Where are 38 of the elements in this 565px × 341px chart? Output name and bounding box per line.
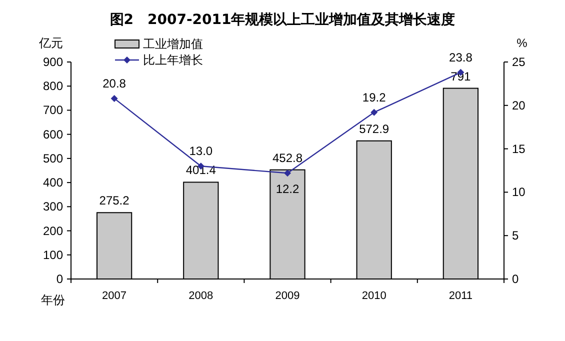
y2-tick-label: 20	[512, 98, 526, 112]
y-tick-label: 400	[42, 176, 64, 190]
x-tick-label: 2011	[448, 290, 473, 302]
y-tick-label: 0	[56, 272, 64, 286]
x-tick-label: 2007	[102, 290, 127, 302]
y2-tick-label: 5	[512, 228, 519, 243]
data-label: 452.8	[272, 150, 303, 165]
y-tick-label: 300	[42, 200, 64, 214]
y2-tick-label: 10	[512, 185, 526, 200]
y2-tick-label: 15	[512, 142, 526, 156]
data-label: 13.0	[189, 144, 213, 158]
y-tick-label: 900	[42, 55, 64, 69]
legend-label: 比上年增长	[143, 53, 203, 67]
y-tick-label: 100	[42, 248, 64, 262]
data-label: 275.2	[99, 194, 130, 208]
legend-label: 工业增加值	[143, 37, 203, 51]
point	[110, 94, 118, 102]
y2-tick-label: 25	[512, 55, 526, 69]
data-label: 23.8	[449, 50, 473, 64]
x-axis-title: 年份	[41, 293, 65, 307]
y-tick-label: 200	[42, 224, 64, 238]
x-tick-label: 2010	[362, 290, 386, 302]
y-tick-label: 600	[42, 127, 64, 142]
y-axis-title: 亿元	[38, 36, 63, 50]
data-label: 12.2	[276, 182, 300, 196]
point	[284, 170, 291, 177]
point	[370, 108, 378, 116]
x-tick-label: 2008	[188, 290, 214, 302]
data-label: 19.2	[362, 90, 386, 104]
y-tick-label: 800	[42, 79, 64, 94]
y2-axis-title: %	[516, 36, 528, 50]
y-tick-label: 700	[42, 103, 64, 118]
data-label: 20.8	[102, 76, 126, 90]
y-tick-label: 500	[42, 151, 64, 166]
y2-tick-label: 0	[512, 272, 519, 286]
data-label: 572.9	[359, 122, 390, 136]
chart-title: 图2 2007-2011年规模以上工业增加值及其增长速度	[110, 11, 456, 28]
x-tick-label: 2009	[275, 290, 300, 302]
